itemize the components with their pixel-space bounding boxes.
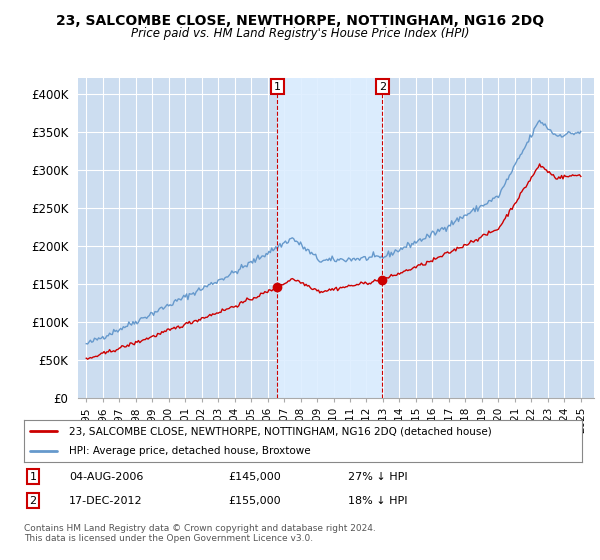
Text: 04-AUG-2006: 04-AUG-2006	[69, 472, 143, 482]
Text: 1: 1	[29, 472, 37, 482]
Text: 18% ↓ HPI: 18% ↓ HPI	[348, 496, 407, 506]
Text: £155,000: £155,000	[228, 496, 281, 506]
Text: Price paid vs. HM Land Registry's House Price Index (HPI): Price paid vs. HM Land Registry's House …	[131, 27, 469, 40]
Text: £145,000: £145,000	[228, 472, 281, 482]
Text: 27% ↓ HPI: 27% ↓ HPI	[348, 472, 407, 482]
Text: HPI: Average price, detached house, Broxtowe: HPI: Average price, detached house, Brox…	[68, 446, 310, 456]
Text: 2: 2	[29, 496, 37, 506]
Text: Contains HM Land Registry data © Crown copyright and database right 2024.
This d: Contains HM Land Registry data © Crown c…	[24, 524, 376, 543]
Text: 23, SALCOMBE CLOSE, NEWTHORPE, NOTTINGHAM, NG16 2DQ: 23, SALCOMBE CLOSE, NEWTHORPE, NOTTINGHA…	[56, 14, 544, 28]
Text: 2: 2	[379, 82, 386, 92]
Text: 1: 1	[274, 82, 281, 92]
Text: 23, SALCOMBE CLOSE, NEWTHORPE, NOTTINGHAM, NG16 2DQ (detached house): 23, SALCOMBE CLOSE, NEWTHORPE, NOTTINGHA…	[68, 426, 491, 436]
Bar	[277, 78, 382, 398]
Text: 17-DEC-2012: 17-DEC-2012	[69, 496, 143, 506]
